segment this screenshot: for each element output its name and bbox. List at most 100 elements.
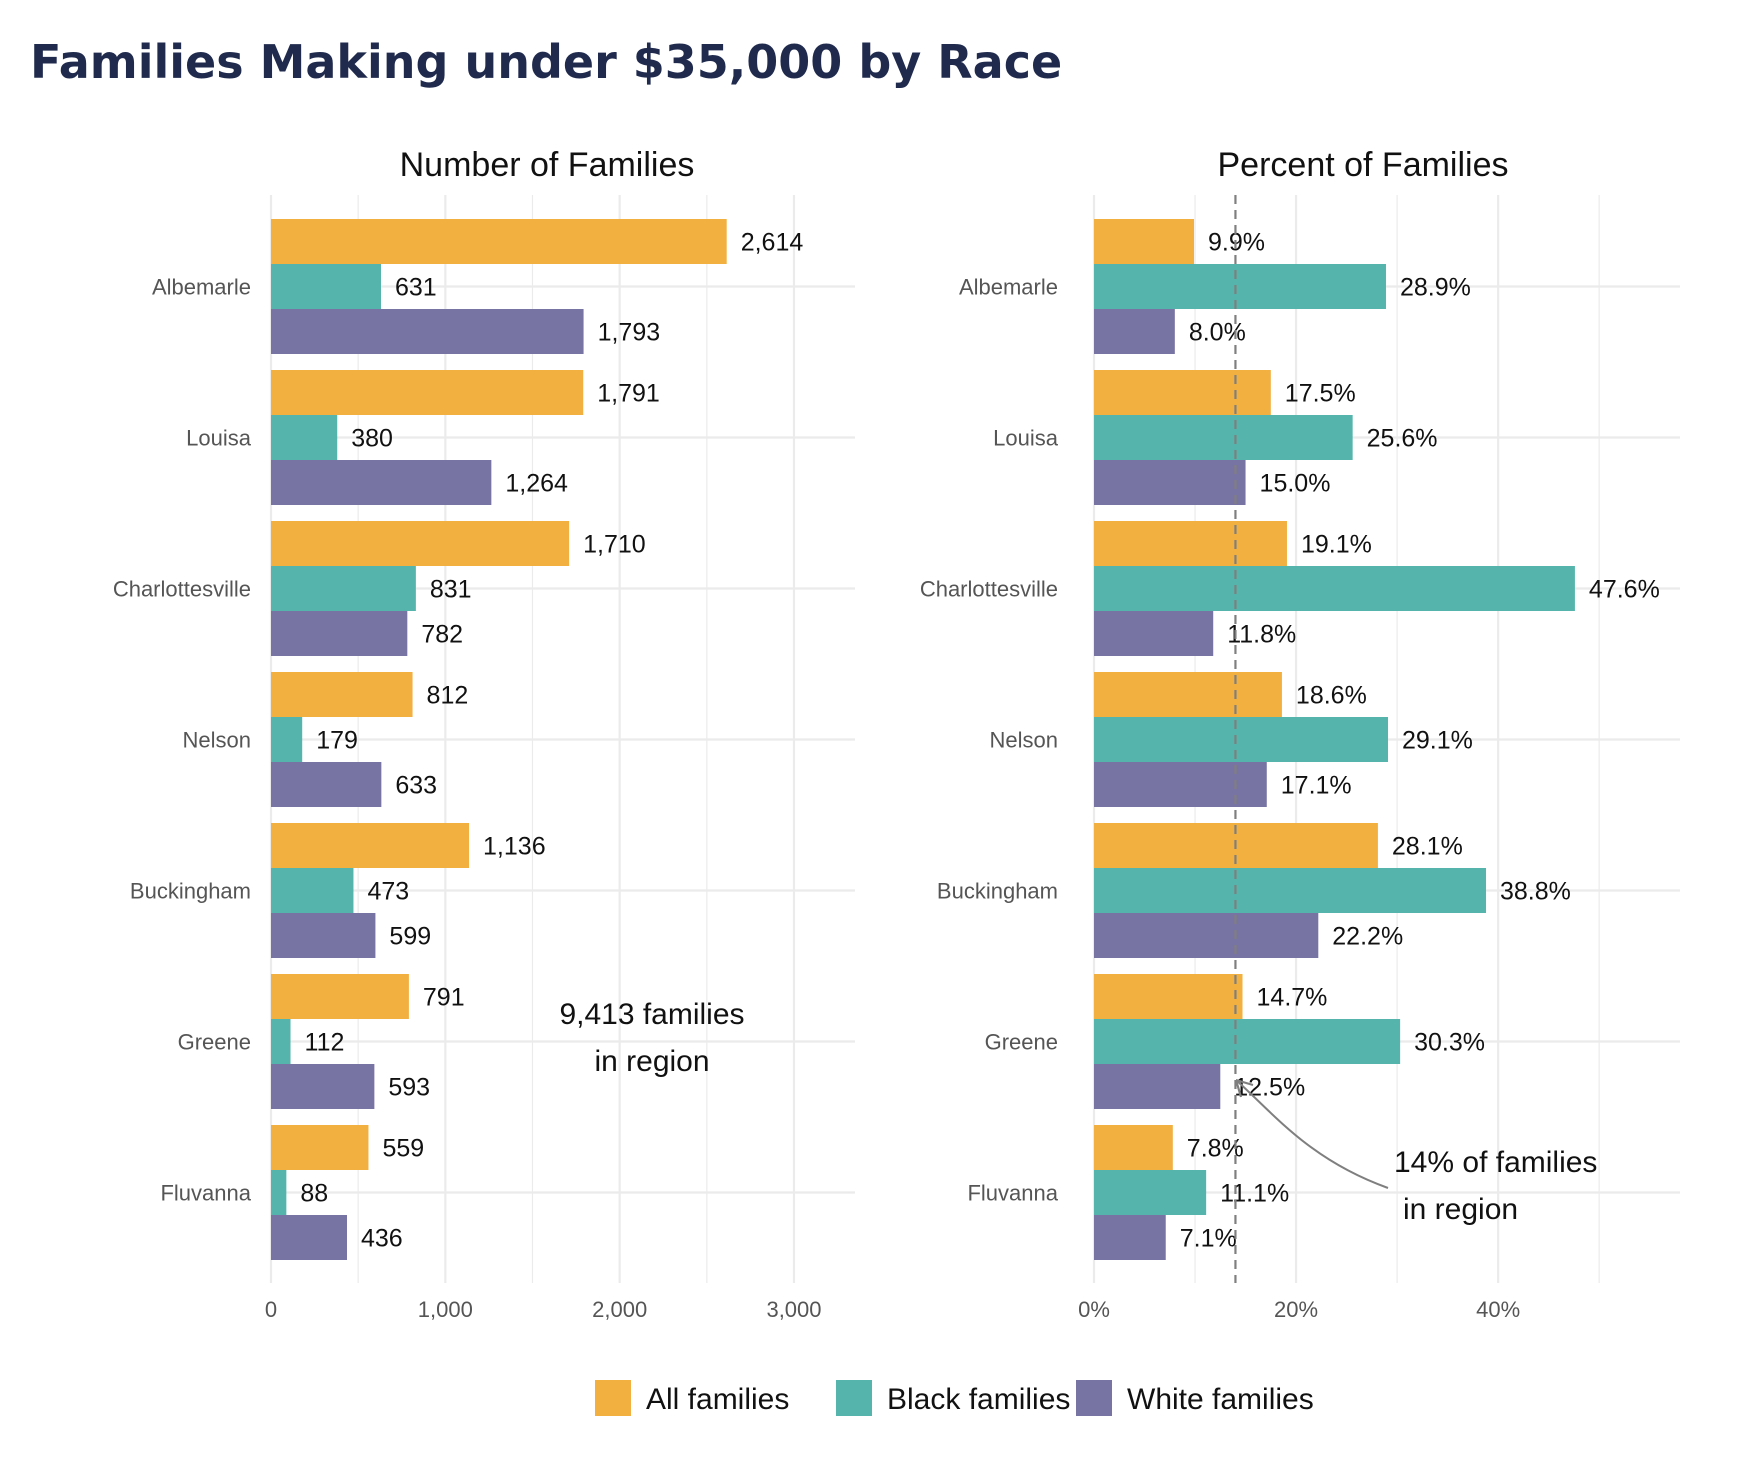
bar-black-buckingham (271, 868, 354, 913)
x-tick-labels: 0 1,000 2,000 3,000 (265, 1297, 822, 1322)
bar-white-nelson (271, 762, 382, 807)
bar-white-charlottesville (1094, 611, 1214, 656)
category-label-nelson: Nelson (183, 728, 251, 753)
bar-black-buckingham (1094, 868, 1487, 913)
annotation-arrowhead (1234, 1078, 1254, 1098)
data-label-white-nelson: 17.1% (1281, 772, 1352, 800)
category-label-fluvanna: Fluvanna (967, 1181, 1058, 1206)
annotation-line-2: in region (1403, 1193, 1518, 1226)
bar-black-albemarle (271, 264, 382, 309)
bars: 2,614 631 1,793 1,791 380 1,264 1,710 831 782 812… (271, 219, 803, 1260)
data-label-black-buckingham: 473 (367, 878, 409, 906)
panel-title: Percent of Families (1218, 146, 1509, 184)
data-label-all-louisa: 1,791 (597, 380, 660, 408)
data-label-all-buckingham: 1,136 (483, 833, 546, 861)
bar-all-nelson (271, 672, 413, 717)
data-label-black-greene: 112 (305, 1029, 345, 1057)
bar-black-fluvanna (1094, 1170, 1207, 1215)
data-label-white-fluvanna: 436 (361, 1225, 403, 1253)
category-label-greene: Greene (178, 1030, 251, 1055)
data-label-black-charlottesville: 47.6% (1589, 576, 1660, 604)
data-label-all-greene: 791 (423, 984, 465, 1012)
data-label-black-fluvanna: 11.1% (1220, 1180, 1289, 1208)
bar-white-nelson (1094, 762, 1267, 807)
bar-black-nelson (1094, 717, 1389, 762)
data-label-black-fluvanna: 88 (300, 1180, 328, 1208)
data-label-all-nelson: 18.6% (1296, 682, 1367, 710)
x-tick-label: 40% (1476, 1297, 1520, 1322)
panel-number-of-families: Number of Families 2,614 631 1,793 1,791 380… (113, 146, 855, 1322)
data-label-all-charlottesville: 1,710 (583, 531, 646, 559)
data-label-white-charlottesville: 782 (421, 621, 463, 649)
legend-label-black: Black families (887, 1383, 1070, 1416)
bar-white-louisa (1094, 460, 1246, 505)
bar-all-fluvanna (1094, 1125, 1173, 1170)
bar-black-louisa (271, 415, 338, 460)
bar-all-charlottesville (1094, 521, 1287, 566)
bar-all-buckingham (271, 823, 470, 868)
bar-white-buckingham (1094, 913, 1319, 958)
data-label-white-greene: 593 (388, 1074, 430, 1102)
bar-all-albemarle (271, 219, 727, 264)
data-label-black-charlottesville: 831 (430, 576, 472, 604)
x-tick-labels: 0% 20% 40% (1078, 1297, 1520, 1322)
data-label-all-louisa: 17.5% (1285, 380, 1356, 408)
bar-all-louisa (1094, 370, 1271, 415)
category-label-buckingham: Buckingham (937, 879, 1058, 904)
category-label-nelson: Nelson (990, 728, 1058, 753)
bar-white-buckingham (271, 913, 376, 958)
bar-white-greene (1094, 1064, 1221, 1109)
data-label-all-nelson: 812 (427, 682, 469, 710)
data-label-all-fluvanna: 7.8% (1187, 1135, 1244, 1163)
x-tick-label: 20% (1274, 1297, 1318, 1322)
category-label-albemarle: Albemarle (152, 275, 251, 300)
data-label-black-louisa: 25.6% (1367, 425, 1438, 453)
category-label-buckingham: Buckingham (130, 879, 251, 904)
annotation-line-1: 9,413 families (559, 998, 744, 1031)
data-label-white-louisa: 15.0% (1260, 470, 1331, 498)
data-label-white-buckingham: 599 (389, 923, 431, 951)
category-label-louisa: Louisa (186, 426, 252, 451)
bar-white-fluvanna (271, 1215, 348, 1260)
bar-white-fluvanna (1094, 1215, 1166, 1260)
bar-white-charlottesville (271, 611, 408, 656)
category-label-greene: Greene (985, 1030, 1058, 1055)
bar-black-fluvanna (271, 1170, 287, 1215)
panel-title: Number of Families (400, 146, 695, 184)
bar-black-greene (1094, 1019, 1401, 1064)
x-tick-label: 0% (1078, 1297, 1110, 1322)
legend-label-all: All families (646, 1383, 789, 1416)
x-tick-label: 3,000 (766, 1297, 821, 1322)
legend-swatch-white (1076, 1380, 1112, 1416)
annotation-line-1: 14% of families (1394, 1146, 1597, 1179)
bars: 9.9%28.9%8.0%17.5%25.6%15.0%19.1%47.6%11… (1094, 219, 1660, 1260)
reference-line-layer (1234, 195, 1389, 1283)
data-label-white-louisa: 1,264 (505, 470, 568, 498)
x-tick-label: 0 (265, 1297, 277, 1322)
category-label-albemarle: Albemarle (959, 275, 1058, 300)
bar-all-nelson (1094, 672, 1282, 717)
x-tick-label: 1,000 (418, 1297, 473, 1322)
bar-all-albemarle (1094, 219, 1195, 264)
annotation-arrow-curve (1235, 1079, 1389, 1189)
legend-label-white: White families (1127, 1383, 1314, 1416)
bar-all-greene (271, 974, 409, 1019)
bar-white-albemarle (1094, 309, 1175, 354)
annotation-line-2: in region (594, 1045, 709, 1078)
data-label-all-albemarle: 2,614 (741, 229, 804, 257)
data-label-black-buckingham: 38.8% (1500, 878, 1571, 906)
category-label-charlottesville: Charlottesville (113, 577, 251, 602)
data-label-all-fluvanna: 559 (382, 1135, 424, 1163)
data-label-white-greene: 12.5% (1234, 1074, 1305, 1102)
legend-swatch-black (836, 1380, 872, 1416)
chart-title: Families Making under $35,000 by Race (30, 35, 1062, 89)
category-labels: Albemarle Louisa Charlottesville Nelson Buck… (920, 275, 1059, 1206)
category-label-louisa: Louisa (993, 426, 1059, 451)
data-label-white-albemarle: 8.0% (1189, 319, 1246, 347)
data-label-white-fluvanna: 7.1% (1180, 1225, 1237, 1253)
data-label-all-greene: 14.7% (1257, 984, 1328, 1012)
category-label-charlottesville: Charlottesville (920, 577, 1058, 602)
category-labels: Albemarle Louisa Charlottesville Nelson Buck… (113, 275, 252, 1206)
data-label-black-nelson: 29.1% (1402, 727, 1473, 755)
data-label-white-charlottesville: 11.8% (1227, 621, 1296, 649)
